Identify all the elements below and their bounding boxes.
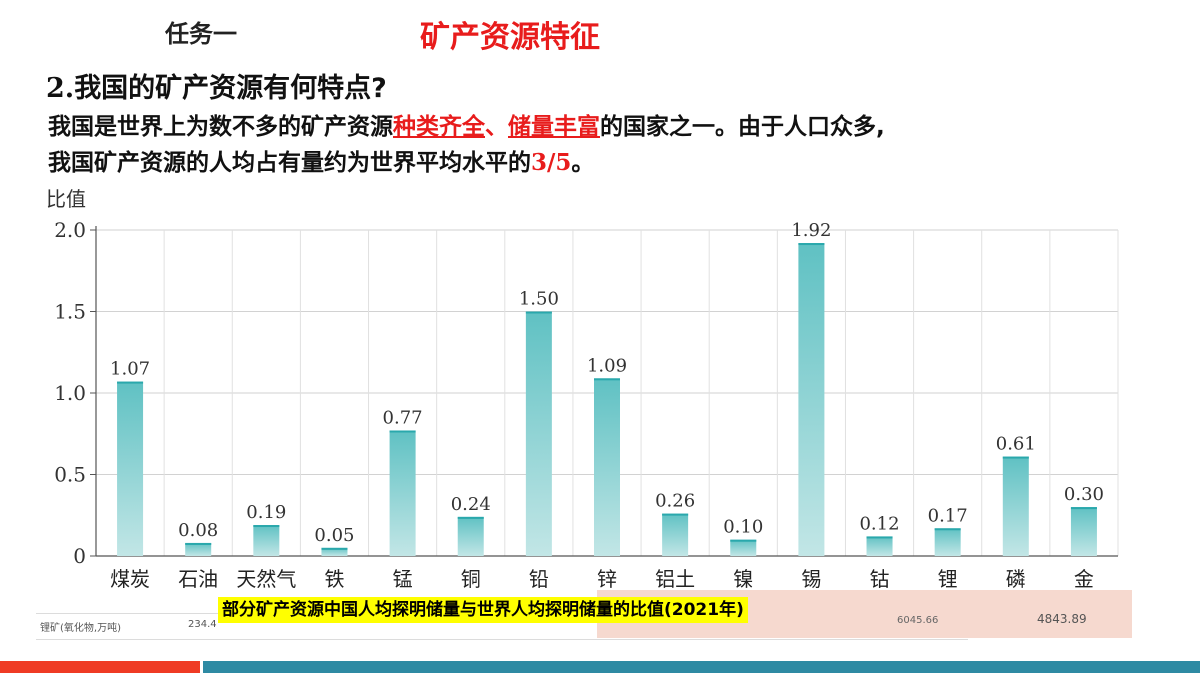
x-tick-label: 铝土 (655, 567, 695, 591)
bar-top-edge (730, 539, 757, 542)
x-tick-label: 锡 (801, 567, 821, 591)
y-axis-label: 比值 (46, 187, 86, 211)
x-tick-label: 铅 (529, 567, 549, 591)
x-tick-label: 煤炭 (110, 567, 150, 591)
bar (798, 243, 825, 557)
task-label: 任务一 (165, 20, 237, 48)
x-tick-label: 磷 (1006, 567, 1026, 591)
data-label: 0.30 (1064, 484, 1104, 505)
bar (730, 539, 757, 556)
data-label: 1.09 (587, 355, 627, 376)
bar (662, 513, 689, 556)
bar-top-edge (185, 542, 212, 545)
question-number: 2. (46, 73, 75, 104)
bar (321, 547, 348, 556)
bar (117, 381, 144, 556)
x-tick-label: 石油 (178, 567, 218, 591)
x-tick-label: 金 (1074, 567, 1094, 591)
table-cell: 6045.66 (897, 615, 939, 626)
y-tick-label: 0.5 (54, 463, 86, 487)
paragraph-line-2: 我国矿产资源的人均占有量约为世界平均水平的3/5。 (48, 145, 885, 181)
data-label: 1.07 (110, 359, 150, 380)
y-tick-label: 2.0 (54, 218, 86, 242)
data-label: 0.17 (928, 505, 968, 526)
data-label: 0.08 (178, 520, 218, 541)
bar (253, 525, 280, 556)
data-label: 0.10 (723, 517, 763, 538)
bar (866, 536, 893, 556)
y-tick-label: 0 (73, 544, 86, 568)
bar-top-edge (525, 311, 552, 314)
bar-top-edge (1070, 507, 1097, 510)
data-label: 0.77 (383, 407, 423, 428)
y-tick-label: 1.0 (54, 381, 86, 405)
bar-top-edge (662, 513, 689, 516)
highlight-reserves: 储量丰富 (508, 114, 600, 140)
bar (594, 378, 620, 556)
highlight-ratio: 3/5 (531, 149, 572, 176)
x-tick-label: 钴 (870, 567, 890, 591)
x-tick-label: 天然气 (236, 567, 296, 591)
bar-top-edge (253, 525, 280, 528)
chart-caption: 部分矿产资源中国人均探明储量与世界人均探明储量的比值(2021年) (218, 597, 748, 623)
table-cell: 锂矿(氧化物,万吨) (40, 623, 121, 634)
bar (1002, 456, 1029, 556)
bar-top-edge (389, 430, 416, 433)
x-tick-label: 铁 (324, 567, 344, 591)
data-label: 0.24 (451, 494, 491, 515)
paragraph-text: 我国是世界上为数不多的矿产资源 (48, 114, 393, 140)
data-label: 0.19 (246, 502, 286, 523)
data-label: 0.26 (655, 491, 695, 512)
highlight-variety: 种类齐全 (393, 114, 485, 140)
paragraph-text: 我国矿产资源的人均占有量约为世界平均水平的 (48, 150, 531, 176)
bar-chart: 比值 0 0.5 1.0 1.5 2.0 1.07 煤炭 0.08 石油 0.19 天然气 0.05 铁 0… (46, 187, 1119, 591)
x-tick-label: 锰 (393, 567, 413, 591)
description-paragraph: 我国是世界上为数不多的矿产资源种类齐全、储量丰富的国家之一。由于人口众多, 我国… (48, 110, 885, 181)
bar (1070, 507, 1097, 556)
bar-top-edge (117, 381, 144, 384)
table-cell: 234.4 (188, 619, 217, 630)
table-cell: 4843.89 (1037, 612, 1087, 626)
footer-bar-blue (203, 661, 1200, 673)
data-label: 0.12 (859, 513, 899, 534)
y-tick-label: 1.5 (54, 300, 86, 324)
data-label: 0.05 (314, 525, 354, 546)
data-label: 1.50 (519, 289, 559, 310)
bar-top-edge (321, 547, 348, 550)
table-row: 锂矿(氧化物,万吨) 234.4 (36, 613, 968, 640)
task-title: 矿产资源特征 (420, 20, 600, 55)
paragraph-text: 。 (571, 150, 595, 176)
bar (525, 311, 552, 556)
bar (457, 516, 484, 556)
paragraph-line-1: 我国是世界上为数不多的矿产资源种类齐全、储量丰富的国家之一。由于人口众多, (48, 110, 885, 145)
bar (389, 430, 416, 556)
x-tick-label: 锂 (938, 567, 958, 591)
x-tick-label: 铜 (461, 567, 481, 591)
x-tick-label: 镍 (733, 567, 753, 591)
x-tick-label: 锌 (597, 567, 617, 591)
bar (185, 542, 212, 556)
data-label: 0.61 (996, 434, 1036, 455)
question-text: 我国的矿产资源有何特点? (74, 73, 387, 104)
question-heading: 2.我国的矿产资源有何特点? (46, 66, 387, 105)
paragraph-text: 的国家之一。由于人口众多, (600, 114, 885, 140)
footer-bar-red (0, 661, 200, 673)
separator: 、 (485, 114, 508, 140)
bar (934, 528, 961, 556)
bar-top-edge (594, 378, 620, 381)
bar-top-edge (457, 516, 484, 519)
bar-top-edge (1002, 456, 1029, 459)
bar-top-edge (798, 243, 825, 246)
data-label: 1.92 (791, 220, 831, 241)
bar-top-edge (934, 528, 961, 531)
bar-top-edge (866, 536, 893, 539)
